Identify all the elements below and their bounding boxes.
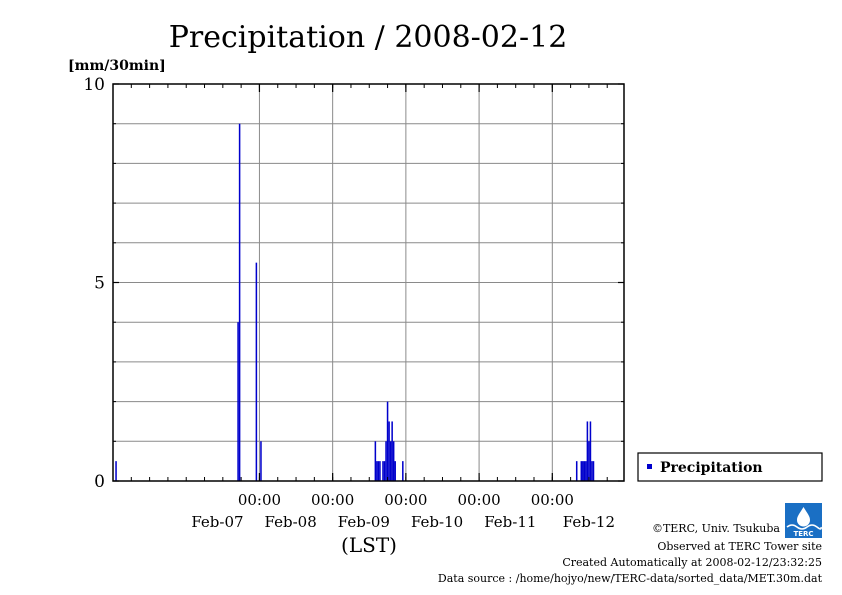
x-tick-date-label: Feb-11: [484, 513, 536, 531]
precipitation-bar: [402, 461, 404, 481]
x-tick-date-label: Feb-12: [563, 513, 615, 531]
precipitation-bar: [377, 461, 380, 481]
x-tick-date-label: Feb-10: [411, 513, 463, 531]
copyright-text: ©TERC, Univ. Tsukuba: [652, 522, 780, 535]
precipitation-bar: [255, 262, 258, 481]
x-tick-time-label: 00:00: [384, 491, 427, 509]
x-tick-date-label: Feb-09: [338, 513, 390, 531]
legend-swatch: [647, 464, 652, 469]
precipitation-bar: [391, 421, 393, 481]
precipitation-bar: [382, 461, 384, 481]
y-tick-label: 0: [94, 472, 105, 492]
terc-logo: TERC: [785, 503, 822, 538]
precipitation-bar: [583, 461, 586, 481]
precipitation-bar: [589, 421, 592, 481]
axis-ticks: [113, 83, 624, 482]
observation-site-text: Observed at TERC Tower site: [657, 540, 822, 553]
precipitation-series: [115, 123, 595, 481]
x-tick-date-label: Feb-07: [191, 513, 243, 531]
wave-icon: [786, 524, 822, 530]
water-drop-icon: [797, 507, 810, 527]
precipitation-bar: [591, 461, 593, 481]
chart-title: Precipitation / 2008-02-12: [169, 20, 568, 55]
precipitation-bar: [580, 461, 583, 481]
precipitation-bar: [237, 322, 239, 481]
precipitation-bar: [586, 421, 589, 481]
grid: [113, 84, 624, 481]
precipitation-bar: [374, 441, 377, 481]
precipitation-bar: [260, 441, 262, 481]
x-tick-time-label: 00:00: [238, 491, 281, 509]
x-tick-time-label: 00:00: [311, 491, 354, 509]
precipitation-bar: [379, 461, 381, 481]
created-timestamp-text: Created Automatically at 2008-02-12/23:3…: [562, 556, 822, 569]
x-tick-date-label: Feb-08: [265, 513, 317, 531]
precipitation-bar: [389, 441, 392, 481]
precipitation-bar: [383, 461, 386, 481]
legend-label: Precipitation: [660, 460, 763, 476]
precipitation-bar: [385, 441, 387, 481]
x-axis-title: (LST): [341, 533, 397, 557]
precipitation-bar: [592, 461, 595, 481]
precipitation-bar: [386, 401, 389, 481]
precipitation-bar: [115, 461, 117, 481]
legend-box: [637, 452, 823, 482]
precipitation-bar: [394, 461, 396, 481]
logo-text: TERC: [793, 530, 813, 538]
axis-tick-labels: 0 5 10 00:00 Feb-07 00:00 Feb-08 00:00 Feb-09 00:…: [83, 75, 615, 531]
y-unit-label: [mm/30min]: [68, 58, 166, 74]
y-tick-label: 5: [94, 274, 105, 294]
precipitation-bar: [588, 441, 590, 481]
y-tick-label: 10: [83, 75, 105, 95]
precipitation-bar: [376, 461, 378, 481]
precipitation-bar: [392, 441, 395, 481]
data-source-text: Data source : /home/hojyo/new/TERC-data/…: [438, 572, 823, 585]
x-tick-time-label: 00:00: [457, 491, 500, 509]
x-tick-time-label: 00:00: [531, 491, 574, 509]
precipitation-bar: [582, 461, 584, 481]
precipitation-bar: [238, 123, 241, 481]
precipitation-bar: [585, 461, 587, 481]
precipitation-bar: [575, 461, 578, 481]
legend: Precipitation: [637, 452, 823, 482]
precipitation-bar: [388, 421, 390, 481]
